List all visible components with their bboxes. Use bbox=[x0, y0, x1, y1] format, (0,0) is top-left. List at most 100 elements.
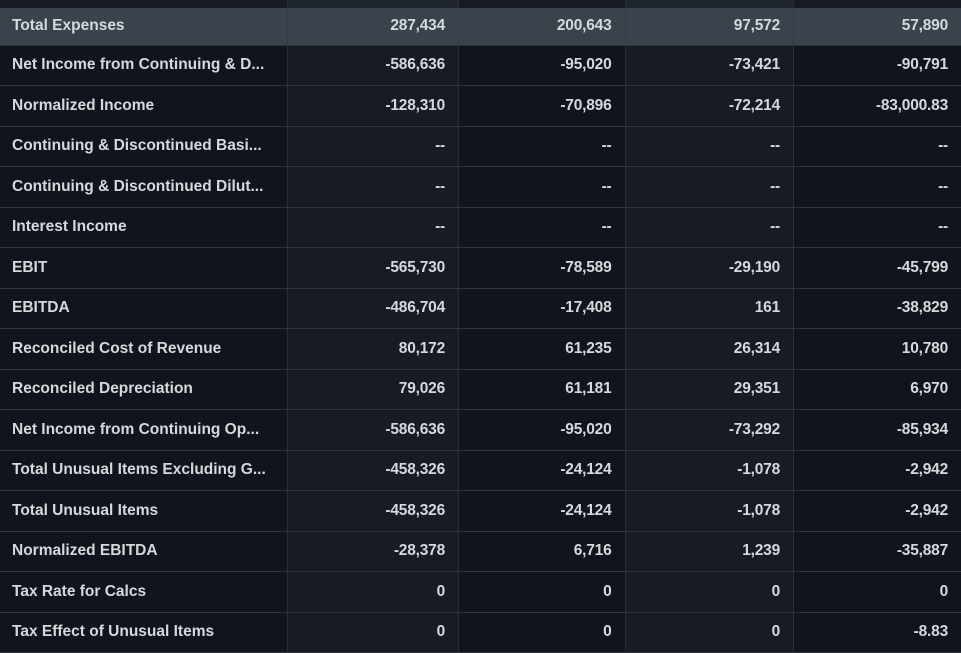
table-row[interactable]: Net Income from Continuing Op... -586,63… bbox=[0, 410, 961, 451]
cell-value: -17,408 bbox=[458, 288, 625, 328]
cell-value: 161 bbox=[624, 288, 793, 328]
row-label: Net Income from Continuing Op... bbox=[0, 410, 287, 450]
row-label: Net Income from Continuing & D... bbox=[0, 45, 287, 85]
cell-value: 61,181 bbox=[458, 369, 625, 409]
table-row[interactable]: Normalized Income -128,310 -70,896 -72,2… bbox=[0, 86, 961, 127]
cell-value: -45,799 bbox=[793, 248, 961, 288]
table-row[interactable]: Tax Effect of Unusual Items 0 0 0 -8.83 bbox=[0, 612, 961, 653]
table-row[interactable]: Continuing & Discontinued Dilut... -- --… bbox=[0, 167, 961, 208]
cell-value: 200,643 bbox=[458, 8, 625, 45]
partial-cell bbox=[0, 0, 287, 8]
cell-value: -- bbox=[624, 167, 793, 207]
table-row[interactable]: Reconciled Depreciation 79,026 61,181 29… bbox=[0, 369, 961, 410]
cell-value: -90,791 bbox=[793, 45, 961, 85]
cell-value: 0 bbox=[793, 572, 961, 612]
table-row[interactable]: Reconciled Cost of Revenue 80,172 61,235… bbox=[0, 329, 961, 370]
table-row[interactable]: Normalized EBITDA -28,378 6,716 1,239 -3… bbox=[0, 531, 961, 572]
table-row[interactable]: Total Expenses 287,434 200,643 97,572 57… bbox=[0, 8, 961, 46]
cell-value: -- bbox=[793, 207, 961, 247]
cell-value: 80,172 bbox=[287, 329, 458, 369]
table-row[interactable]: Interest Income -- -- -- -- bbox=[0, 207, 961, 248]
cell-value: -78,589 bbox=[458, 248, 625, 288]
partial-row-above bbox=[0, 0, 961, 8]
row-label: EBITDA bbox=[0, 288, 287, 328]
cell-value: -458,326 bbox=[287, 491, 458, 531]
cell-value: -- bbox=[793, 126, 961, 166]
cell-value: 57,890 bbox=[793, 8, 961, 45]
cell-value: -- bbox=[287, 207, 458, 247]
cell-value: -70,896 bbox=[458, 86, 625, 126]
cell-value: -38,829 bbox=[793, 288, 961, 328]
cell-value: -73,292 bbox=[624, 410, 793, 450]
cell-value: -95,020 bbox=[458, 45, 625, 85]
cell-value: -24,124 bbox=[458, 491, 625, 531]
row-label: Normalized EBITDA bbox=[0, 531, 287, 571]
cell-value: -85,934 bbox=[793, 410, 961, 450]
cell-value: -- bbox=[287, 167, 458, 207]
row-label: Continuing & Discontinued Dilut... bbox=[0, 167, 287, 207]
cell-value: 0 bbox=[287, 612, 458, 652]
cell-value: -83,000.83 bbox=[793, 86, 961, 126]
cell-value: -486,704 bbox=[287, 288, 458, 328]
cell-value: -- bbox=[793, 167, 961, 207]
row-label: Reconciled Cost of Revenue bbox=[0, 329, 287, 369]
cell-value: -24,124 bbox=[458, 450, 625, 490]
cell-value: -- bbox=[624, 207, 793, 247]
cell-value: -458,326 bbox=[287, 450, 458, 490]
row-label: Tax Effect of Unusual Items bbox=[0, 612, 287, 652]
table-row[interactable]: Total Unusual Items -458,326 -24,124 -1,… bbox=[0, 491, 961, 532]
cell-value: 97,572 bbox=[624, 8, 793, 45]
row-label: Total Unusual Items Excluding G... bbox=[0, 450, 287, 490]
table-body: Total Expenses 287,434 200,643 97,572 57… bbox=[0, 8, 961, 653]
cell-value: -- bbox=[458, 126, 625, 166]
table-row[interactable]: Tax Rate for Calcs 0 0 0 0 bbox=[0, 572, 961, 613]
cell-value: -1,078 bbox=[624, 491, 793, 531]
table-row[interactable]: EBITDA -486,704 -17,408 161 -38,829 bbox=[0, 288, 961, 329]
cell-value: -2,942 bbox=[793, 491, 961, 531]
cell-value: 0 bbox=[287, 572, 458, 612]
row-label: Normalized Income bbox=[0, 86, 287, 126]
row-label: EBIT bbox=[0, 248, 287, 288]
cell-value: -95,020 bbox=[458, 410, 625, 450]
cell-value: 1,239 bbox=[624, 531, 793, 571]
cell-value: 0 bbox=[624, 612, 793, 652]
cell-value: -- bbox=[287, 126, 458, 166]
cell-value: -- bbox=[458, 167, 625, 207]
cell-value: -8.83 bbox=[793, 612, 961, 652]
row-label: Interest Income bbox=[0, 207, 287, 247]
cell-value: 6,716 bbox=[458, 531, 625, 571]
cell-value: 287,434 bbox=[287, 8, 458, 45]
row-label: Reconciled Depreciation bbox=[0, 369, 287, 409]
cell-value: -28,378 bbox=[287, 531, 458, 571]
partial-cell bbox=[624, 0, 793, 8]
table-row[interactable]: Net Income from Continuing & D... -586,6… bbox=[0, 45, 961, 86]
cell-value: -586,636 bbox=[287, 410, 458, 450]
cell-value: 79,026 bbox=[287, 369, 458, 409]
row-label: Total Expenses bbox=[0, 8, 287, 45]
cell-value: -35,887 bbox=[793, 531, 961, 571]
cell-value: -565,730 bbox=[287, 248, 458, 288]
cell-value: -586,636 bbox=[287, 45, 458, 85]
partial-cell bbox=[458, 0, 625, 8]
cell-value: -- bbox=[458, 207, 625, 247]
row-label: Continuing & Discontinued Basi... bbox=[0, 126, 287, 166]
row-label: Tax Rate for Calcs bbox=[0, 572, 287, 612]
table-row[interactable]: EBIT -565,730 -78,589 -29,190 -45,799 bbox=[0, 248, 961, 289]
table-row[interactable]: Continuing & Discontinued Basi... -- -- … bbox=[0, 126, 961, 167]
cell-value: -72,214 bbox=[624, 86, 793, 126]
cell-value: -2,942 bbox=[793, 450, 961, 490]
cell-value: -128,310 bbox=[287, 86, 458, 126]
cell-value: -- bbox=[624, 126, 793, 166]
row-label: Total Unusual Items bbox=[0, 491, 287, 531]
partial-cell bbox=[793, 0, 961, 8]
cell-value: 26,314 bbox=[624, 329, 793, 369]
cell-value: -73,421 bbox=[624, 45, 793, 85]
cell-value: 61,235 bbox=[458, 329, 625, 369]
cell-value: 0 bbox=[458, 612, 625, 652]
cell-value: 0 bbox=[458, 572, 625, 612]
cell-value: 10,780 bbox=[793, 329, 961, 369]
cell-value: 6,970 bbox=[793, 369, 961, 409]
cell-value: 0 bbox=[624, 572, 793, 612]
table-row[interactable]: Total Unusual Items Excluding G... -458,… bbox=[0, 450, 961, 491]
